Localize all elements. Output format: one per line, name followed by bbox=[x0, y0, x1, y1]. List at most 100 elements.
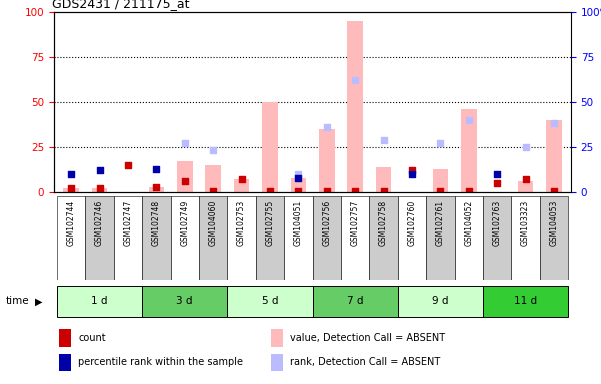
Point bbox=[350, 77, 360, 83]
Point bbox=[123, 162, 133, 168]
Point bbox=[151, 166, 161, 172]
Text: GSM102755: GSM102755 bbox=[266, 200, 275, 246]
Text: 1 d: 1 d bbox=[91, 296, 108, 306]
Bar bbox=[313, 286, 398, 317]
Text: GSM102763: GSM102763 bbox=[493, 200, 502, 246]
Text: GSM102758: GSM102758 bbox=[379, 200, 388, 246]
Bar bbox=[177, 161, 192, 192]
Bar bbox=[271, 329, 282, 346]
Text: GSM102761: GSM102761 bbox=[436, 200, 445, 246]
Text: GDS2431 / 211175_at: GDS2431 / 211175_at bbox=[52, 0, 189, 10]
Point bbox=[436, 140, 445, 146]
Point bbox=[322, 124, 332, 130]
Text: 9 d: 9 d bbox=[432, 296, 448, 306]
Text: GSM103323: GSM103323 bbox=[521, 200, 530, 246]
Text: GSM102746: GSM102746 bbox=[95, 200, 104, 246]
Text: 7 d: 7 d bbox=[347, 296, 364, 306]
Point bbox=[549, 188, 559, 194]
Point bbox=[407, 171, 416, 177]
Bar bbox=[284, 196, 313, 280]
Point bbox=[293, 171, 303, 177]
Text: GSM104052: GSM104052 bbox=[464, 200, 473, 246]
Text: 3 d: 3 d bbox=[177, 296, 193, 306]
Point bbox=[95, 185, 105, 192]
Bar bbox=[59, 354, 71, 371]
Point bbox=[151, 184, 161, 190]
Bar bbox=[57, 196, 85, 280]
Text: 11 d: 11 d bbox=[514, 296, 537, 306]
Bar bbox=[376, 167, 391, 192]
Point bbox=[209, 147, 218, 154]
Bar bbox=[227, 286, 313, 317]
Point bbox=[549, 120, 559, 126]
Point bbox=[379, 137, 388, 143]
Bar bbox=[370, 196, 398, 280]
Point bbox=[464, 188, 474, 194]
Bar bbox=[426, 196, 454, 280]
Text: GSM102747: GSM102747 bbox=[123, 200, 132, 246]
Bar bbox=[57, 286, 142, 317]
Bar bbox=[234, 179, 249, 192]
Text: GSM104051: GSM104051 bbox=[294, 200, 303, 246]
Bar bbox=[63, 189, 79, 192]
Bar bbox=[313, 196, 341, 280]
Point bbox=[520, 176, 530, 182]
Bar bbox=[398, 286, 483, 317]
Bar bbox=[142, 196, 171, 280]
Text: GSM102748: GSM102748 bbox=[152, 200, 161, 246]
Text: percentile rank within the sample: percentile rank within the sample bbox=[78, 358, 243, 367]
Point bbox=[464, 117, 474, 123]
Text: GSM102760: GSM102760 bbox=[407, 200, 416, 246]
Point bbox=[350, 188, 360, 194]
Bar bbox=[227, 196, 255, 280]
Bar bbox=[92, 189, 108, 192]
Bar bbox=[171, 196, 199, 280]
Bar bbox=[85, 196, 114, 280]
Point bbox=[95, 167, 105, 174]
Bar bbox=[290, 177, 306, 192]
Text: ▶: ▶ bbox=[35, 296, 42, 306]
Bar bbox=[483, 196, 511, 280]
Bar bbox=[454, 196, 483, 280]
Point bbox=[492, 180, 502, 186]
Point bbox=[66, 171, 76, 177]
Bar bbox=[59, 329, 71, 346]
Bar bbox=[347, 20, 363, 192]
Point bbox=[293, 188, 303, 194]
Point bbox=[436, 188, 445, 194]
Bar bbox=[341, 196, 370, 280]
Bar bbox=[148, 187, 164, 192]
Text: GSM102753: GSM102753 bbox=[237, 200, 246, 246]
Point bbox=[293, 174, 303, 180]
Bar bbox=[255, 196, 284, 280]
Bar bbox=[142, 286, 227, 317]
Point bbox=[237, 176, 246, 182]
Point bbox=[265, 188, 275, 194]
Point bbox=[407, 167, 416, 174]
Text: GSM102744: GSM102744 bbox=[67, 200, 76, 246]
Text: rank, Detection Call = ABSENT: rank, Detection Call = ABSENT bbox=[290, 358, 441, 367]
Bar bbox=[546, 120, 562, 192]
Bar bbox=[461, 109, 477, 192]
Bar bbox=[517, 181, 533, 192]
Text: GSM104060: GSM104060 bbox=[209, 200, 218, 247]
Bar bbox=[199, 196, 227, 280]
Point bbox=[520, 144, 530, 150]
Point bbox=[180, 178, 189, 184]
Point bbox=[492, 171, 502, 177]
Point bbox=[180, 140, 189, 146]
Bar bbox=[114, 196, 142, 280]
Point bbox=[66, 185, 76, 192]
Text: time: time bbox=[6, 296, 29, 306]
Bar bbox=[511, 196, 540, 280]
Bar bbox=[319, 129, 335, 192]
Text: 5 d: 5 d bbox=[261, 296, 278, 306]
Text: GSM102749: GSM102749 bbox=[180, 200, 189, 246]
Bar bbox=[433, 169, 448, 192]
Point bbox=[379, 188, 388, 194]
Text: count: count bbox=[78, 333, 106, 343]
Text: value, Detection Call = ABSENT: value, Detection Call = ABSENT bbox=[290, 333, 445, 343]
Bar bbox=[483, 286, 568, 317]
Bar bbox=[206, 165, 221, 192]
Bar bbox=[540, 196, 568, 280]
